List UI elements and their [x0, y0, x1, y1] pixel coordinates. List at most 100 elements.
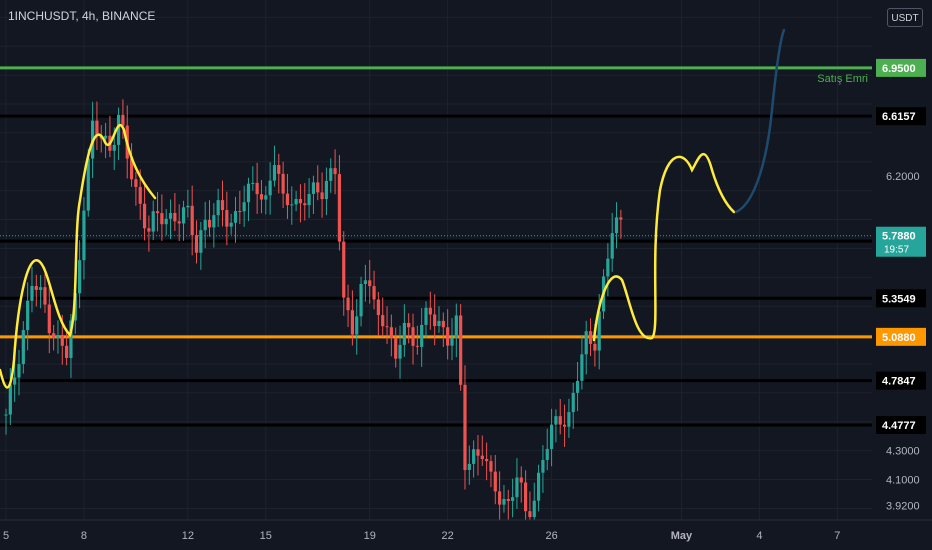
candle	[290, 186, 294, 225]
candle-body	[398, 344, 402, 359]
candle	[476, 434, 480, 476]
candle-body	[476, 449, 480, 456]
candle-body	[285, 193, 290, 206]
candle-body	[298, 199, 303, 204]
candle	[536, 464, 541, 512]
candle-body	[220, 200, 225, 211]
candle	[441, 312, 445, 348]
candle	[562, 404, 567, 447]
candle	[480, 435, 484, 467]
candle-body	[160, 213, 164, 225]
candle	[21, 321, 25, 374]
candle	[584, 320, 588, 375]
time-tick-label: 5	[3, 530, 9, 542]
level-price-text: 6.9500	[882, 63, 916, 75]
candle	[298, 184, 303, 223]
candle	[454, 303, 458, 358]
candle-body	[103, 135, 108, 139]
candle	[251, 166, 255, 191]
candle-body	[480, 455, 484, 460]
candle	[394, 327, 398, 368]
candle-body	[437, 320, 441, 327]
candle-body	[268, 180, 272, 196]
candle	[511, 478, 515, 518]
current-price-text: 5.7880	[882, 231, 916, 243]
candle-body	[138, 186, 142, 204]
candle-body	[415, 345, 419, 347]
price-tick-label: 4.3000	[886, 446, 920, 458]
candle	[26, 282, 30, 351]
candle-body	[363, 280, 367, 284]
annotations	[0, 28, 786, 389]
candle	[277, 153, 281, 194]
candle-body	[610, 233, 614, 259]
candle-body	[411, 327, 415, 346]
candle	[485, 442, 489, 481]
candle	[606, 243, 610, 297]
candle	[4, 408, 8, 435]
candle	[39, 275, 43, 309]
candle-body	[164, 218, 168, 225]
candle	[259, 180, 264, 214]
candle-body	[121, 114, 125, 126]
candle-body	[212, 215, 216, 228]
candle-body	[350, 310, 354, 335]
candle-body	[385, 326, 389, 328]
candle	[233, 196, 238, 243]
time-axis: 5 8 12 15 19 22 26 May 4 7	[0, 519, 932, 550]
candle-body	[511, 497, 515, 501]
candle-body	[190, 205, 194, 236]
candle-body	[320, 192, 324, 200]
candle	[524, 470, 528, 521]
candle	[498, 471, 502, 525]
candle-body	[619, 217, 623, 220]
candle	[398, 325, 402, 379]
candle-body	[34, 286, 38, 290]
candle	[177, 204, 181, 242]
level-price-tag	[876, 107, 926, 126]
candle	[363, 264, 367, 302]
candle	[56, 320, 60, 354]
candle-body	[524, 482, 528, 512]
candle-body	[433, 314, 437, 327]
candle-body	[116, 114, 121, 145]
candle-body	[472, 449, 476, 464]
candle-body	[129, 158, 134, 180]
candle	[472, 440, 476, 478]
candle	[428, 291, 432, 330]
candle	[558, 398, 562, 435]
candle	[108, 115, 112, 158]
level-price-text: 5.0880	[882, 332, 916, 344]
candle-body	[78, 260, 82, 294]
candle-body	[199, 230, 203, 253]
candle-body	[95, 120, 99, 136]
candle-body	[541, 460, 545, 473]
horizontal-lines: Satış Emri	[0, 66, 872, 427]
level-price-text: 6.6157	[882, 111, 916, 123]
candle-body	[233, 211, 238, 223]
candle-body	[485, 459, 489, 462]
candle-body	[424, 307, 428, 325]
candle-body	[177, 221, 181, 224]
candle-body	[13, 377, 17, 385]
candle	[155, 192, 160, 232]
time-tick-label: 8	[81, 530, 87, 542]
candle	[173, 192, 177, 231]
candle-body	[389, 327, 393, 339]
candle-body	[65, 345, 69, 358]
symbol-title: 1INCHUSDT, 4h, BINANCE	[8, 9, 156, 23]
candle	[588, 318, 593, 357]
candle	[268, 162, 272, 215]
candle	[294, 190, 298, 212]
candle	[610, 212, 614, 272]
price-tick-label: 4.1000	[886, 475, 920, 487]
level-price-text: 4.4777	[882, 420, 916, 432]
candle	[246, 177, 251, 222]
currency-button[interactable]: USDT	[887, 8, 923, 27]
candle	[407, 313, 411, 344]
level-price-tag	[876, 415, 926, 434]
candle-body	[515, 477, 519, 498]
candle	[207, 200, 212, 237]
